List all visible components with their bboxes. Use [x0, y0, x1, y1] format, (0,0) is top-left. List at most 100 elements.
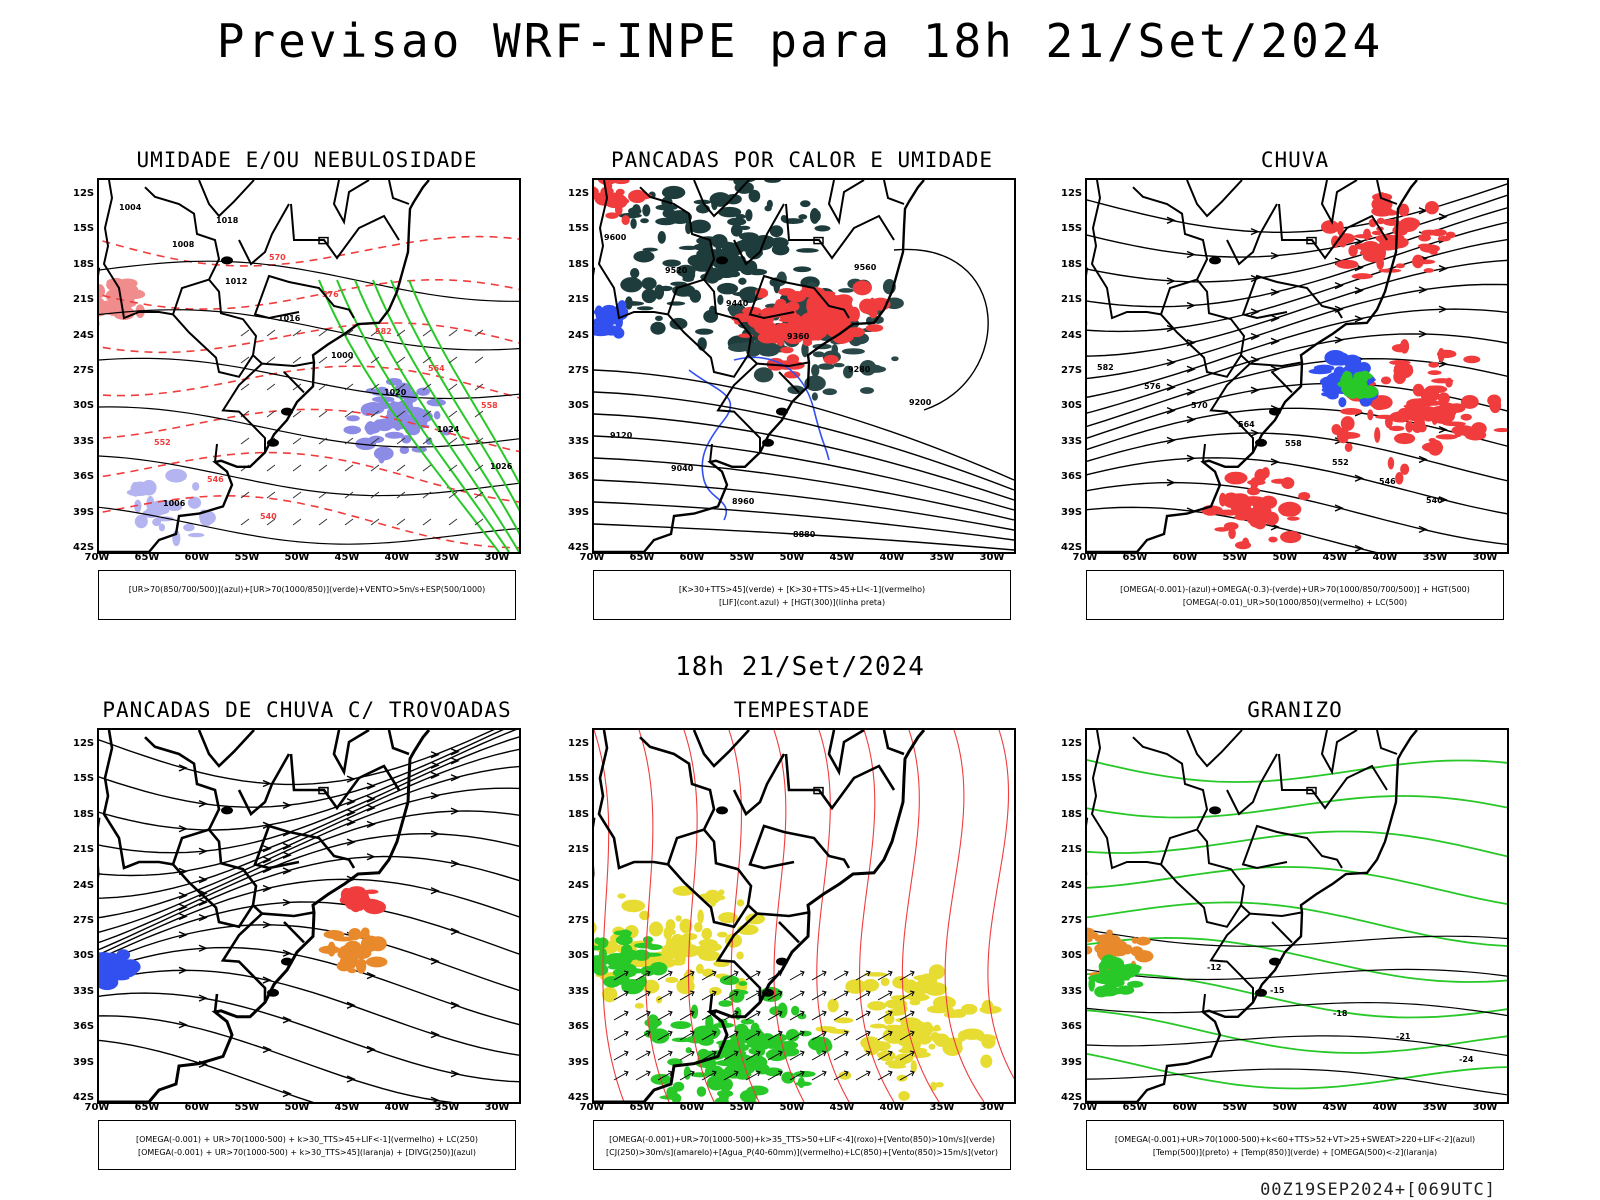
green-humidity-contour: [408, 279, 519, 485]
map-panel-chuva: 582 576 570 564 558 552 546 540: [1085, 178, 1509, 554]
thickness-contour: [99, 494, 519, 549]
lat-tick-label: 27S: [73, 915, 95, 926]
border-line: [1249, 911, 1303, 918]
border-line: [220, 904, 267, 1003]
lon-tick-label: 30W: [484, 552, 510, 563]
lat-tick-label: 15S: [73, 773, 95, 785]
basemap: [594, 180, 925, 552]
pressure-contour: [99, 309, 519, 351]
lagoon: [716, 256, 728, 265]
lon-tick-label: 60W: [1172, 552, 1198, 563]
hgt300-contour: [594, 523, 1014, 551]
temp850-contour: [1087, 936, 1507, 983]
border-line: [1160, 828, 1246, 928]
legend-box-chuva: [OMEGA(-0.001)-(azul)+OMEGA(-0.3)-(verde…: [1086, 570, 1504, 620]
basemap: [594, 730, 926, 1102]
orange-thunder-area: [318, 927, 388, 974]
contour-value-label: -12: [1207, 963, 1221, 972]
lon-tick-label: 30W: [1472, 1102, 1498, 1113]
lat-tick-label: 24S: [1061, 329, 1083, 341]
border-line: [708, 993, 714, 1013]
pressure-contour: [99, 357, 519, 400]
lagoon: [776, 957, 788, 966]
border-line: [283, 921, 305, 944]
lat-tick-label: 12S: [73, 188, 95, 199]
lon-tick-label: 55W: [234, 552, 260, 563]
contour-value-label: -21: [1396, 1032, 1411, 1041]
border-line: [785, 203, 895, 260]
lagoon: [267, 438, 279, 447]
temp500-contour: [1087, 1068, 1507, 1096]
legend-line: [CJ(250)>30m/s](amarelo)+[Agua_P(40-60mm…: [606, 1148, 998, 1157]
lon-tick-label: 70W: [579, 1102, 605, 1113]
lat-tick-label: 24S: [73, 329, 95, 341]
thickness-contour: [99, 408, 519, 453]
temp850-contour: [1087, 795, 1507, 819]
border-line: [253, 824, 356, 870]
lon-tick-label: 70W: [84, 552, 110, 563]
main-title: Previsao WRF-INPE para 18h 21/Set/2024: [216, 14, 1384, 68]
lon-tick-label: 55W: [1222, 552, 1248, 563]
contour-value-label: 9440: [726, 299, 749, 308]
contour-value-label: 1020: [384, 388, 407, 397]
contour-value-label: 1024: [437, 425, 460, 434]
contour-value-label: 546: [1379, 477, 1396, 486]
capital-marker: [318, 236, 329, 245]
legend-line: [OMEGA(-0.01)_UR>50(1000/850)(vermelho) …: [1182, 598, 1408, 607]
capital-marker: [1306, 786, 1317, 795]
lat-tick-label: 12S: [1061, 188, 1083, 199]
temp850-contour: [1087, 972, 1507, 1019]
lat-tick-label: 15S: [73, 223, 95, 235]
lat-tick-label: 42S: [568, 1092, 590, 1103]
border-line: [1226, 753, 1278, 816]
lon-tick-label: 45W: [334, 1102, 360, 1113]
thickness-contour: [99, 322, 519, 354]
coastline: [99, 730, 431, 1102]
green-humidity-contour: [390, 279, 519, 512]
legend-box-umidade: [UR>70(850/700/500)](azul)+[UR>70(1000/8…: [98, 570, 516, 620]
contour-value-label: -24: [1459, 1055, 1474, 1064]
lat-tick-label: 39S: [1061, 506, 1083, 518]
border-line: [827, 180, 865, 225]
lif-contour: [733, 356, 830, 461]
lc850-streamline: [638, 730, 670, 1102]
map-svg: 582 576 570 564 558 552 546 540: [1087, 180, 1507, 552]
border-line: [1209, 904, 1254, 1003]
lc850-streamline: [816, 730, 850, 1102]
border-line: [1249, 361, 1303, 368]
border-line: [197, 730, 255, 768]
border-line: [102, 180, 221, 320]
lon-tick-label: 30W: [979, 1102, 1005, 1113]
contour-value-label: 1012: [225, 277, 247, 286]
lagoon: [221, 806, 233, 815]
lon-tick-label: 40W: [384, 552, 410, 563]
green-humidity-contour: [318, 279, 500, 552]
basemap: [99, 730, 431, 1102]
border-line: [732, 753, 786, 817]
border-line: [253, 274, 355, 320]
coastline: [1087, 180, 1418, 552]
contour-value-label: 9040: [671, 464, 694, 473]
lat-tick-label: 30S: [73, 400, 95, 412]
panel-title-tempestade: TEMPESTADE: [733, 698, 871, 722]
lat-tick-label: 39S: [73, 1056, 95, 1068]
lat-tick-label: 30S: [568, 400, 590, 412]
green-humidity-contour: [336, 279, 510, 552]
temp850-contour: [1087, 759, 1507, 783]
legend-line: [UR>70(850/700/500)](azul)+[UR>70(1000/8…: [128, 585, 486, 594]
lat-tick-label: 30S: [1061, 950, 1083, 962]
lif-contour: [688, 369, 732, 521]
lc850-streamline: [859, 730, 895, 1102]
lagoon: [281, 407, 293, 416]
basemap: [1087, 180, 1418, 552]
coastline: [1087, 730, 1418, 1102]
lat-tick-label: 39S: [73, 506, 95, 518]
hgt300-contour: [594, 457, 1014, 521]
border-line: [756, 911, 810, 918]
contour-value-label: 570: [1191, 401, 1208, 410]
border-line: [1241, 824, 1343, 870]
border-line: [748, 274, 850, 320]
temp850-contour: [1087, 901, 1507, 947]
green-humidity-contour: [372, 279, 519, 535]
border-line: [238, 203, 290, 266]
